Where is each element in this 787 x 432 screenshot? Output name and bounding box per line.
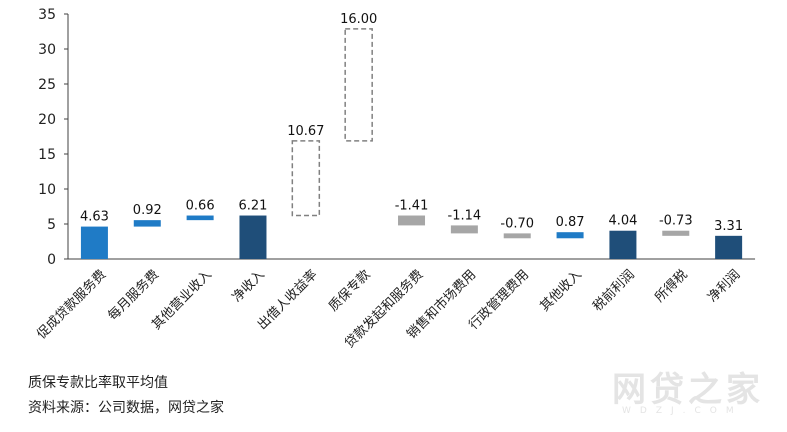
waterfall-bar <box>662 230 690 236</box>
waterfall-bar <box>450 225 478 234</box>
waterfall-bar <box>186 215 214 221</box>
x-category-label: 税前利润 <box>590 267 638 315</box>
y-tick-label: 10 <box>38 182 56 198</box>
chart-note: 质保专款比率取平均值 <box>28 375 168 391</box>
data-source-note: 资料来源：公司数据，网贷之家 <box>28 400 224 416</box>
waterfall-bar-dashed <box>291 140 321 217</box>
bar-value-label: 10.67 <box>287 124 324 139</box>
x-category-label: 质保专款 <box>326 267 373 314</box>
waterfall-bar-dashed <box>344 28 373 142</box>
x-category-label: 其他收入 <box>538 267 585 314</box>
waterfall-bar <box>80 226 108 259</box>
y-tick-label: 30 <box>38 42 56 58</box>
waterfall-bar <box>609 230 637 259</box>
bar-value-label: -0.73 <box>659 214 693 229</box>
x-category-label: 每月服务费 <box>105 267 162 324</box>
bar-value-label: 4.63 <box>80 210 109 225</box>
bar-value-label: -1.14 <box>448 208 482 223</box>
bar-value-label: 0.92 <box>133 203 162 218</box>
y-tick-label: 0 <box>47 252 56 268</box>
bar-value-label: 4.04 <box>608 214 637 229</box>
y-tick-label: 20 <box>38 112 56 128</box>
y-tick-label: 5 <box>47 217 56 233</box>
waterfall-bar <box>133 220 161 227</box>
x-category-label: 所得税 <box>652 267 691 306</box>
bar-value-label: -1.41 <box>395 199 429 214</box>
bar-value-label: 0.66 <box>186 199 215 214</box>
bar-value-label: 6.21 <box>238 199 267 214</box>
waterfall-bar <box>398 215 426 226</box>
bar-value-label: 0.87 <box>556 215 585 230</box>
watermark-text: 网贷之家 <box>612 370 764 410</box>
waterfall-bar <box>715 235 743 259</box>
x-category-label: 促成贷款服务费 <box>34 267 110 343</box>
y-tick-label: 15 <box>38 147 56 163</box>
x-category-label: 净利润 <box>705 267 743 305</box>
waterfall-bar <box>556 232 584 239</box>
bar-value-label: 16.00 <box>340 12 377 27</box>
bar-value-label: 3.31 <box>714 219 743 234</box>
waterfall-bar <box>239 215 267 259</box>
waterfall-bar <box>503 233 531 239</box>
y-tick-label: 25 <box>38 77 56 93</box>
watermark-subtext: WDZJ.COM <box>622 406 743 416</box>
waterfall-chart: 0 5 10 15 20 25 30 35 4.63 0.92 0.66 6.21 10.67 16.00… <box>34 7 756 351</box>
bar-value-label: -0.70 <box>500 216 534 231</box>
y-tick-label: 35 <box>38 7 56 23</box>
watermark-logo: 网贷之家 WDZJ.COM <box>612 362 772 422</box>
x-category-label: 净收入 <box>230 267 268 305</box>
